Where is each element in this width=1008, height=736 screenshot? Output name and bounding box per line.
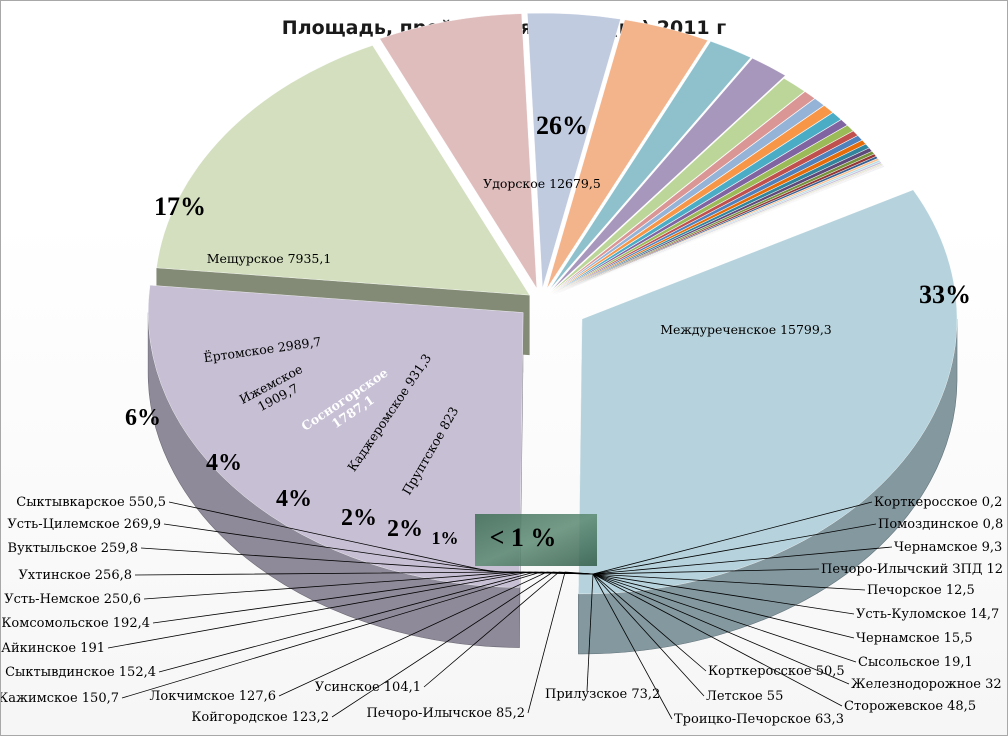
leader-line (592, 573, 857, 663)
leader-line (592, 573, 673, 720)
leader-line (592, 573, 705, 697)
data-label-14: Комсомольское 192,4 (1, 616, 150, 631)
data-label-13: Усть-Немское 250,6 (4, 592, 141, 607)
pie-slice-10 (550, 91, 815, 294)
leader-line (592, 546, 893, 575)
leader-line (592, 523, 877, 575)
pie-slice-11 (550, 98, 825, 295)
data-label-32: Печоро-Илычский ЗПД 12 (821, 562, 1003, 577)
data-label-16: Сыктывдинское 152,4 (5, 665, 156, 680)
percent-label-6: 4% (276, 486, 312, 512)
data-label-17: Кажимское 150,7 (1, 691, 119, 706)
pie-slice-17 (552, 135, 863, 296)
percent-label-1: 33% (919, 280, 971, 309)
small-slices-box (475, 514, 597, 566)
data-label-22: Прилузское 73,2 (545, 687, 660, 702)
data-label-21: Печоро-Илычское 85,2 (366, 706, 525, 721)
pie-slice-4 (379, 13, 538, 290)
leader-line (586, 573, 594, 692)
leader-line (527, 571, 594, 714)
leader-line (592, 573, 843, 707)
pie-slice-12 (551, 105, 834, 295)
data-label-34: Помоздинское 0,8 (878, 517, 1003, 532)
data-label-26: Сторожевское 48,5 (844, 699, 976, 714)
data-label-15: Айкинское 191 (1, 641, 105, 656)
data-label-20: Усинское 104,1 (315, 680, 421, 695)
data-label-19: Койгородское 123,2 (191, 710, 329, 725)
data-label-10: Усть-Цилемское 269,9 (7, 517, 161, 532)
percent-label-5: 4% (206, 450, 242, 476)
pie-slice-35 (553, 166, 885, 297)
percent-label-2: 26% (536, 111, 588, 140)
percent-labels: 33% 26% 17% 6% 4% 4% 2% 2% 1% < 1 % (125, 111, 971, 552)
data-label-25: Корткеросское 50,5 (708, 664, 845, 679)
pie-slice-16 (552, 130, 859, 296)
pie-slice-15 (552, 125, 854, 296)
data-label-30: Усть-Куломское 14,7 (856, 607, 999, 622)
percent-label-8: 2% (387, 516, 423, 542)
data-label-9: Сыктывкарское 550,5 (16, 495, 166, 510)
leader-line (592, 573, 855, 615)
data-label-2: Удорское 12679,5 (483, 176, 601, 191)
leader-lines (107, 501, 893, 720)
leader-line (592, 568, 820, 575)
data-label-18: Локчимское 127,6 (150, 689, 276, 704)
pie-slice-7 (549, 41, 751, 290)
pie-slice-13 (551, 112, 842, 295)
pie-slice-2 (147, 285, 524, 588)
data-label-23: Троицко-Печорское 63,3 (674, 712, 844, 727)
percent-label-10: < 1 % (490, 523, 557, 552)
leader-line (592, 573, 855, 639)
pie-slice-3 (156, 45, 530, 296)
percent-label-3: 17% (154, 192, 206, 221)
leader-line (592, 573, 866, 591)
pie-slice-6 (546, 19, 709, 289)
data-label-27: Железнодорожное 32 (851, 677, 1002, 692)
leader-line (592, 573, 707, 672)
data-label-12: Ухтинское 256,8 (18, 568, 132, 583)
data-label-11: Вуктыльское 259,8 (8, 541, 138, 556)
data-label-1: Междуреченское 15799,3 (660, 322, 832, 337)
data-label-31: Печорское 12,5 (867, 583, 975, 598)
data-label-24: Летское 55 (706, 689, 783, 704)
leader-line (592, 573, 850, 685)
data-label-3: Мещурское 7935,1 (207, 251, 332, 266)
pie-slice-1 (578, 189, 958, 595)
percent-label-9: 1% (432, 528, 459, 548)
percent-label-4: 6% (125, 405, 161, 431)
pie-slice-9 (549, 78, 805, 294)
data-label-33: Чернамское 9,3 (894, 540, 1002, 555)
pie-slices (147, 12, 958, 595)
pie-slice-5 (527, 12, 621, 289)
pie-slice-8 (551, 58, 786, 291)
data-label-29: Чернамское 15,5 (856, 631, 973, 646)
percent-label-7: 2% (341, 505, 377, 531)
leader-line (592, 501, 873, 575)
data-label-35: Корткеросское 0,2 (874, 495, 1002, 510)
pie-slice-14 (551, 119, 848, 295)
data-label-28: Сысольское 19,1 (858, 655, 973, 670)
